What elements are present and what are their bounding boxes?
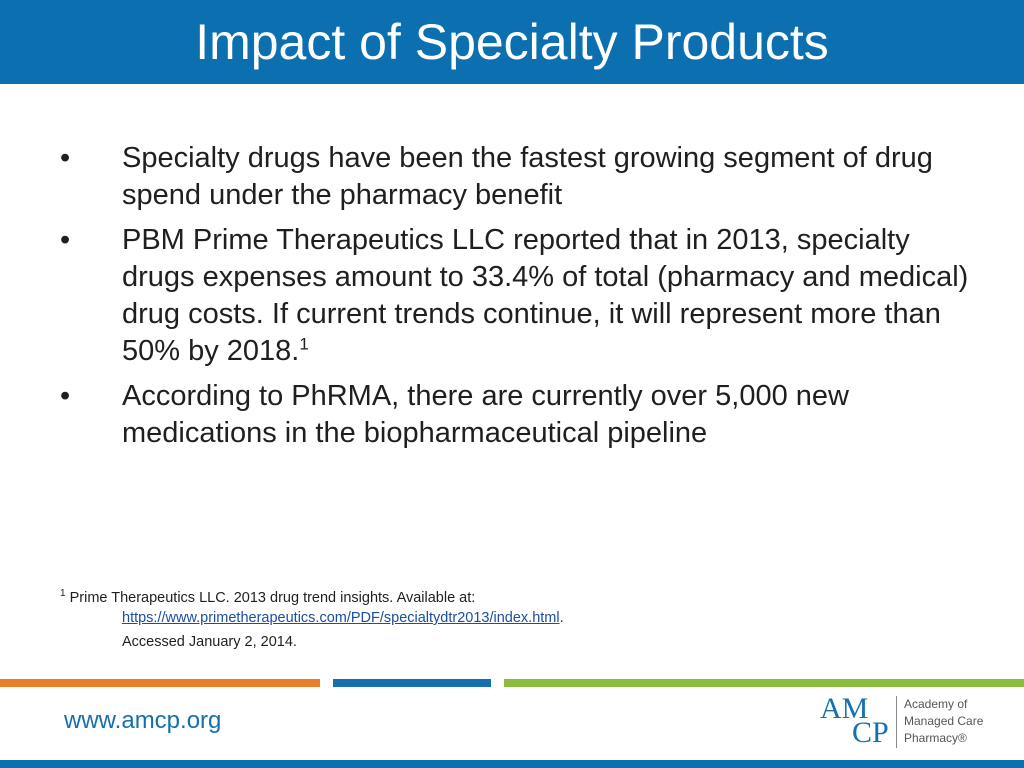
accent-bar-orange (0, 679, 320, 687)
accent-bar-green (504, 679, 1024, 687)
footnote-line-1: 1 Prime Therapeutics LLC. 2013 drug tren… (60, 588, 960, 608)
bullet-dot: • (60, 142, 71, 174)
footnote-url-suffix: . (559, 610, 564, 626)
footnote-line-2: https://www.primetherapeutics.com/PDF/sp… (60, 608, 960, 628)
footnote-reference: 1 (299, 334, 309, 354)
bullet-list: • Specialty drugs have been the fastest … (60, 140, 980, 460)
slide-title: Impact of Specialty Products (195, 14, 829, 70)
accent-bar-blue (333, 679, 491, 687)
bullet-text: Specialty drugs have been the fastest gr… (122, 142, 933, 211)
footnote-source: Prime Therapeutics LLC. 2013 drug trend … (65, 590, 476, 606)
website-link[interactable]: www.amcp.org (64, 707, 222, 734)
bullet-text: According to PhRMA, there are currently … (122, 380, 849, 449)
bullet-text: PBM Prime Therapeutics LLC reported that… (122, 224, 969, 367)
bullet-item: • PBM Prime Therapeutics LLC reported th… (60, 222, 980, 370)
footnote-accessed: Accessed January 2, 2014. (122, 634, 297, 650)
footer-band (0, 760, 1024, 768)
logo-mark-top: AM (820, 692, 869, 725)
logo-line: Academy of (904, 697, 968, 711)
amcp-logo: AM CP Academy of Managed Care Pharmacy® (820, 692, 1020, 752)
footnote-url-link[interactable]: https://www.primetherapeutics.com/PDF/sp… (122, 610, 560, 626)
bullet-item: • Specialty drugs have been the fastest … (60, 140, 980, 214)
footnote-marker: 1 (60, 588, 66, 600)
bullet-dot: • (60, 380, 71, 412)
amcp-logo-icon: AM CP (820, 694, 896, 750)
logo-divider (896, 696, 897, 748)
footnote: 1 Prime Therapeutics LLC. 2013 drug tren… (60, 588, 960, 652)
bullet-item: • According to PhRMA, there are currentl… (60, 378, 980, 452)
logo-line: Pharmacy® (904, 731, 967, 745)
bullet-dot: • (60, 224, 71, 256)
logo-mark-bottom: CP (852, 716, 889, 749)
logo-wordmark: Academy of Managed Care Pharmacy® (904, 696, 983, 747)
logo-line: Managed Care (904, 714, 984, 728)
title-bar: Impact of Specialty Products (0, 0, 1024, 84)
